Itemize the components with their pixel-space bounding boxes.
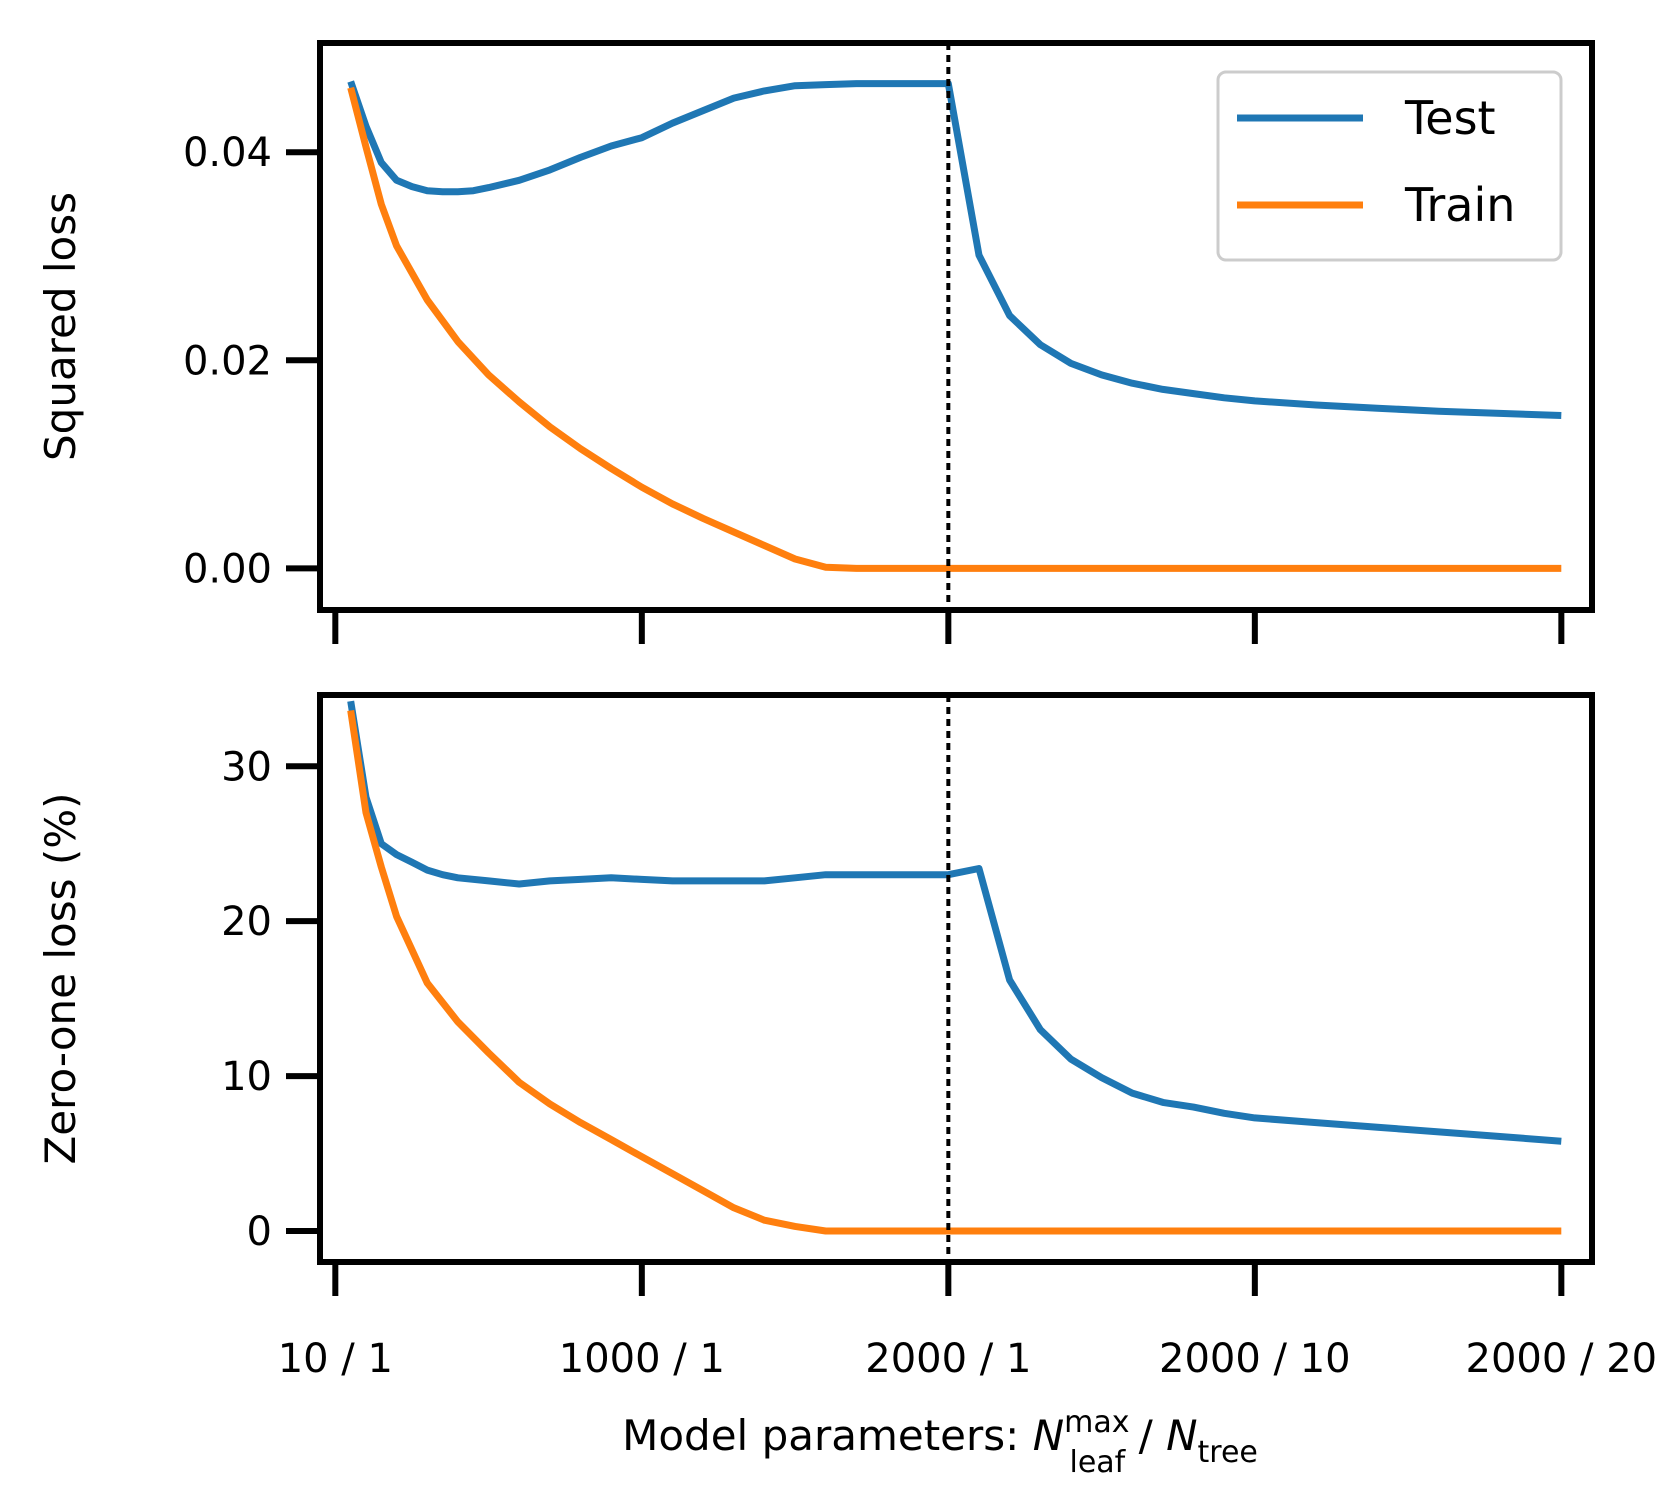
top-ytick-label: 0.02: [183, 338, 272, 384]
legend-train-label: Train: [1404, 178, 1515, 232]
x-axis-label-var2: N: [1166, 1411, 1197, 1460]
xtick-label: 2000 / 20: [1466, 1336, 1658, 1382]
x-axis-label-prefix: Model parameters:: [622, 1411, 1033, 1460]
bot-ytick-label: 0: [247, 1209, 272, 1255]
top-x-ticks: [332, 610, 1565, 644]
top-plot-frame: [317, 40, 1595, 613]
x-axis-label: Model parameters: Nmax leaf / Ntree: [622, 1405, 1258, 1480]
bottom-x-ticks: 10 / 1 1000 / 1 2000 / 1 2000 / 10 2000 / 20: [278, 1262, 1657, 1382]
xtick-label: 2000 / 10: [1159, 1336, 1351, 1382]
legend-test-label: Test: [1404, 91, 1496, 145]
top-ytick-label: 0.04: [183, 130, 272, 176]
top-y-axis-label: Squared loss: [36, 192, 85, 461]
panel-zero-one-loss: 0 10 20 30 10 / 1 1000 / 1 2000 / 1 2000 / 10 2…: [36, 692, 1657, 1382]
x-axis-label-var1: N: [1033, 1411, 1064, 1460]
bot-ytick-label: 20: [221, 899, 272, 945]
legend: Test Train: [1216, 70, 1563, 262]
bot-ytick-label: 10: [221, 1054, 272, 1100]
bot-ytick-label: 30: [221, 744, 272, 790]
x-axis-label-var1-sub: leaf: [1069, 1445, 1126, 1480]
bottom-series: [347, 700, 1562, 1235]
top-series: [347, 80, 1562, 572]
top-ytick-label: 0.00: [183, 546, 272, 592]
x-axis-label-var2-sub: tree: [1198, 1435, 1258, 1470]
xtick-label: 2000 / 1: [865, 1336, 1031, 1382]
bottom-plot-frame: [317, 692, 1595, 1265]
x-axis-label-sep: /: [1125, 1411, 1166, 1460]
top-series-line-train: [347, 86, 1562, 572]
xtick-label: 10 / 1: [278, 1336, 393, 1382]
top-y-ticks: 0.00 0.02 0.04: [183, 130, 320, 592]
panel-squared-loss: 0.00 0.02 0.04 Squared loss Test Train: [36, 40, 1595, 644]
bot-series-line-train: [347, 709, 1562, 1235]
top-series-line-test: [347, 80, 1562, 419]
xtick-label: 1000 / 1: [559, 1336, 725, 1382]
bottom-y-ticks: 0 10 20 30: [221, 744, 320, 1255]
x-axis-label-var1-sup: max: [1064, 1405, 1129, 1440]
bot-series-line-test: [347, 700, 1562, 1145]
bottom-y-axis-label: Zero-one loss (%): [36, 792, 85, 1164]
